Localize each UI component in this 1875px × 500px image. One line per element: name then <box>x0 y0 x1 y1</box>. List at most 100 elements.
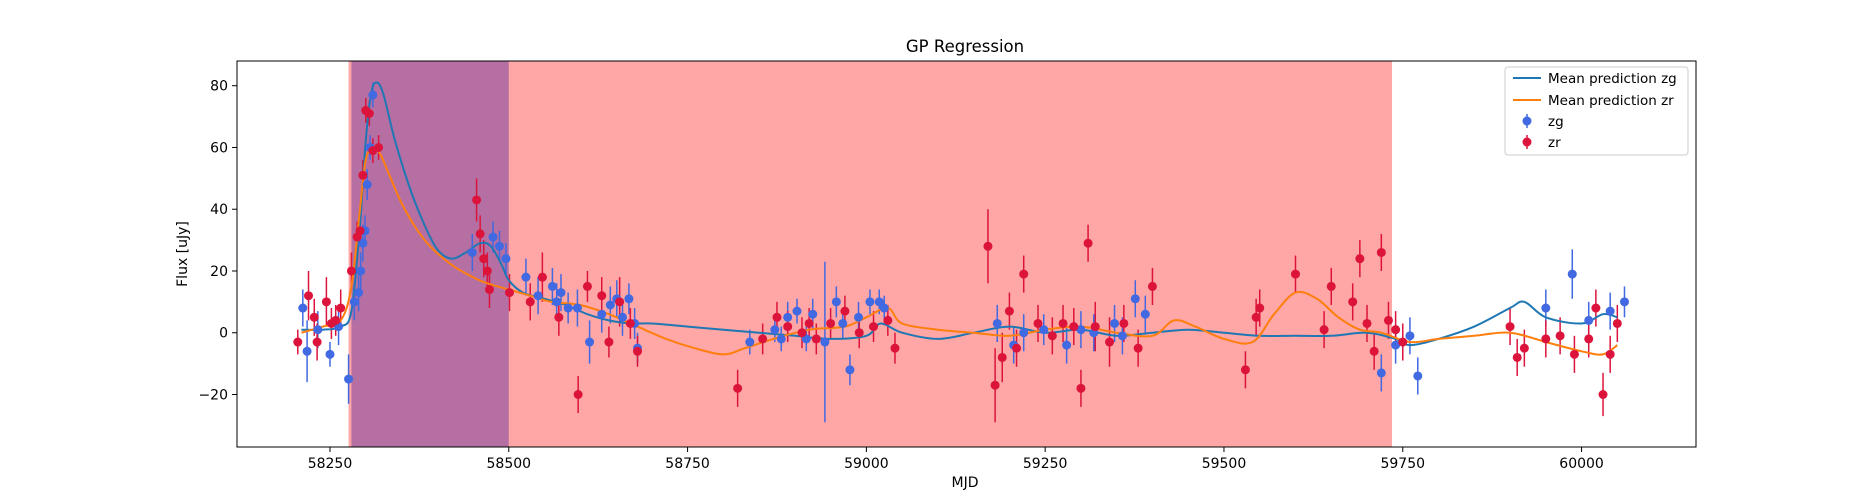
zg-point <box>572 303 582 313</box>
y-tick-label: 0 <box>219 326 228 342</box>
zr-point <box>1326 281 1336 291</box>
zg-point <box>605 300 615 310</box>
zr-point <box>1033 318 1043 328</box>
zr-point <box>336 303 346 313</box>
y-tick-label: 20 <box>210 264 228 280</box>
zg-point <box>831 297 841 307</box>
zg-point <box>874 297 884 307</box>
zr-point <box>1069 322 1079 332</box>
zr-point <box>1376 247 1386 257</box>
zg-point <box>1605 306 1615 316</box>
zr-point <box>1362 318 1372 328</box>
zr-point <box>633 346 643 356</box>
zg-point <box>783 312 793 322</box>
zr-point <box>1133 343 1143 353</box>
zr-point <box>293 337 303 347</box>
zr-point <box>772 312 782 322</box>
zr-point <box>374 142 384 152</box>
zg-point <box>1117 331 1127 341</box>
zg-point <box>488 232 498 242</box>
zg-point <box>865 297 875 307</box>
zr-point <box>604 337 614 347</box>
zg-point <box>547 281 557 291</box>
shaded-regions <box>348 61 1393 447</box>
legend-label-mean-zg: Mean prediction zg <box>1548 71 1677 87</box>
y-axis-label: Flux [uJy] <box>175 221 191 287</box>
zg-point <box>354 288 364 298</box>
zg-point <box>1567 269 1577 279</box>
zr-point <box>355 226 365 236</box>
plot-frame <box>236 60 1697 448</box>
zg-point <box>368 90 378 100</box>
x-axis: 58250 58500 58750 59000 59250 59500 59750 60000 <box>308 447 1604 472</box>
y-tick-label: 40 <box>210 202 228 218</box>
zr-point <box>733 383 743 393</box>
zg-point <box>776 334 786 344</box>
mean-prediction-lines <box>301 81 1618 356</box>
zg-point <box>313 325 323 335</box>
zr-point <box>482 266 492 276</box>
zr-point <box>854 328 864 338</box>
zg-point <box>585 337 595 347</box>
zr-point <box>504 288 514 298</box>
zr-point <box>1047 331 1057 341</box>
zr-point <box>472 195 482 205</box>
zr-point <box>804 318 814 328</box>
zg-point <box>1076 325 1086 335</box>
x-tick-label: 59250 <box>1023 456 1068 472</box>
zg-point <box>521 272 531 282</box>
zr-point <box>1240 365 1250 375</box>
zr-point <box>1251 312 1261 322</box>
zr-point <box>1612 318 1622 328</box>
zr-point <box>1519 343 1529 353</box>
zr-point <box>304 291 314 301</box>
zr-point <box>1348 297 1358 307</box>
zr-point <box>346 266 356 276</box>
data-points <box>293 90 1629 400</box>
zr-point <box>573 390 583 400</box>
zg-point <box>362 180 372 190</box>
legend: Mean prediction zg Mean prediction zr zg… <box>1504 66 1689 156</box>
zg-point <box>501 254 511 264</box>
zr-point <box>1369 346 1379 356</box>
zr-point <box>525 297 535 307</box>
line-mean-prediction-zg <box>301 81 1618 347</box>
zr-point <box>1391 325 1401 335</box>
zr-point <box>358 170 368 180</box>
zg-point <box>1062 340 1072 350</box>
chart-title: GP Regression <box>906 37 1024 56</box>
zr-point <box>1319 325 1329 335</box>
zr-point <box>1076 383 1086 393</box>
zr-point <box>1290 269 1300 279</box>
zr-point <box>1591 303 1601 313</box>
legend-label-zr: zr <box>1548 135 1561 151</box>
zg-point <box>838 318 848 328</box>
zr-point <box>475 229 485 239</box>
zr-point <box>1019 269 1029 279</box>
zg-point <box>845 365 855 375</box>
zr-point <box>1004 306 1014 316</box>
x-tick-label: 59500 <box>1202 456 1247 472</box>
zg-point <box>325 349 335 359</box>
x-axis-label: MJD <box>952 475 979 491</box>
zg-point <box>1413 371 1423 381</box>
zg-point <box>1039 325 1049 335</box>
zr-point <box>1012 343 1022 353</box>
zg-point <box>358 238 368 248</box>
zg-point <box>1019 328 1029 338</box>
zr-point <box>1119 318 1129 328</box>
zg-point <box>617 312 627 322</box>
zg-point <box>556 288 566 298</box>
zg-point <box>1130 294 1140 304</box>
zg-point <box>302 346 312 356</box>
zr-point <box>1541 334 1551 344</box>
zr-point <box>1584 334 1594 344</box>
zr-point <box>1512 352 1522 362</box>
zg-point <box>1619 297 1629 307</box>
zg-point <box>770 325 780 335</box>
zg-point <box>1391 340 1401 350</box>
zr-point <box>883 315 893 325</box>
zr-point <box>625 318 635 328</box>
zr-point <box>537 272 547 282</box>
